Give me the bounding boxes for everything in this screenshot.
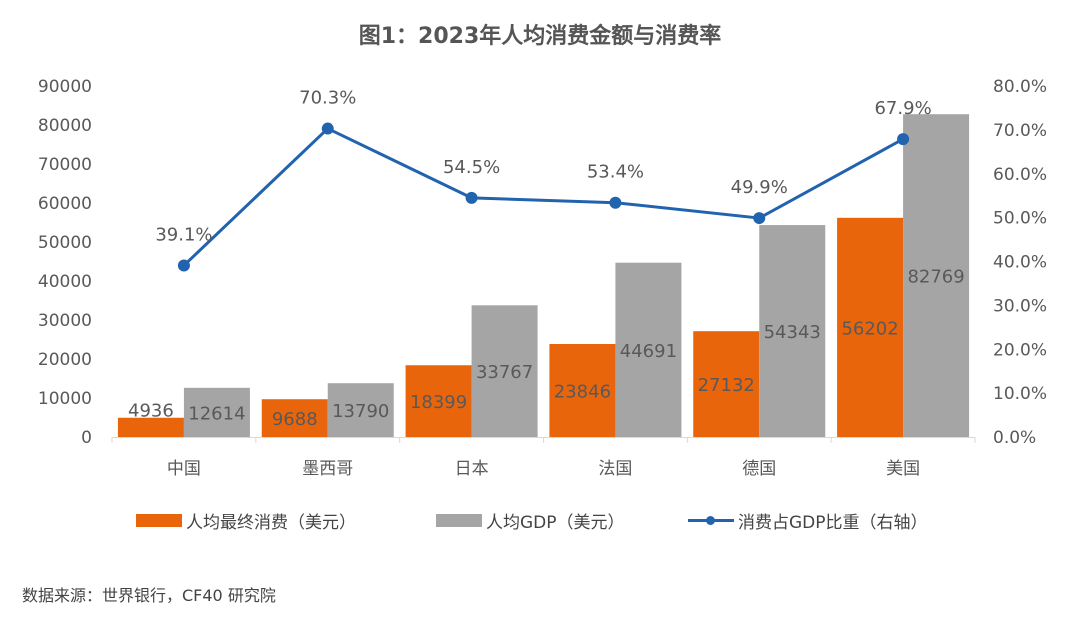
- right-tick-label: 20.0%: [993, 340, 1047, 360]
- legend-label: 人均最终消费（美元）: [186, 513, 356, 533]
- right-tick-label: 40.0%: [993, 253, 1047, 273]
- bar-consumption-label: 56202: [841, 318, 898, 339]
- x-axis: [111, 437, 976, 443]
- bar-gdp-label: 44691: [620, 341, 677, 362]
- bar-consumption-label: 27132: [698, 375, 755, 396]
- category-label: 法国: [598, 459, 632, 479]
- left-tick-label: 50000: [38, 233, 92, 253]
- source-note: 数据来源：世界银行，CF40 研究院: [22, 586, 276, 605]
- bars: 4936 12614 9688 13790 18399 33767 23846 44691 27…: [117, 114, 970, 437]
- bar-gdp: [759, 225, 826, 437]
- legend-label: 人均GDP（美元）: [486, 513, 625, 533]
- legend-label: 消费占GDP比重（右轴）: [738, 513, 928, 533]
- legend-swatch-line: [688, 514, 734, 527]
- legend-item-gdp: 人均GDP（美元）: [436, 508, 625, 533]
- category-label: 墨西哥: [302, 459, 353, 479]
- category-label: 日本: [455, 459, 489, 479]
- bar-consumption-label: 4936: [128, 401, 174, 422]
- category-labels: 中国 墨西哥 日本 法国 德国 美国: [167, 459, 920, 479]
- left-axis: 0 10000 20000 30000 40000 50000 60000 70000 8000…: [38, 77, 92, 448]
- right-tick-label: 30.0%: [993, 296, 1047, 316]
- left-tick-label: 70000: [38, 155, 92, 175]
- ratio-point: [321, 122, 334, 135]
- ratio-point: [465, 191, 478, 204]
- bar-gdp: [615, 262, 682, 437]
- right-tick-label: 80.0%: [993, 77, 1047, 97]
- left-tick-label: 40000: [38, 272, 92, 292]
- bar-gdp-label: 33767: [476, 362, 533, 383]
- bar-gdp: [327, 383, 394, 437]
- line-series: 39.1% 70.3% 54.5% 53.4% 49.9% 67.9%: [155, 88, 932, 272]
- category-label: 中国: [167, 459, 201, 479]
- ratio-label: 54.5%: [443, 157, 500, 178]
- ratio-label: 49.9%: [731, 177, 788, 198]
- bar-gdp: [903, 114, 970, 437]
- right-tick-label: 0.0%: [993, 428, 1036, 448]
- right-tick-label: 10.0%: [993, 384, 1047, 404]
- bar-consumption: [837, 217, 904, 437]
- chart-canvas: 0 10000 20000 30000 40000 50000 60000 70000 8000…: [38, 77, 1047, 479]
- ratio-point: [609, 196, 622, 209]
- ratio-point: [177, 259, 190, 272]
- ratio-label: 67.9%: [874, 98, 931, 119]
- ratio-point: [897, 133, 910, 146]
- bar-consumption: [261, 399, 328, 437]
- legend-item-consumption: 人均最终消费（美元）: [136, 508, 356, 533]
- chart-title: 图1：2023年人均消费金额与消费率: [358, 24, 722, 49]
- category-label: 美国: [886, 459, 920, 479]
- legend-item-ratio: 消费占GDP比重（右轴）: [688, 508, 928, 533]
- left-tick-label: 0: [81, 428, 92, 448]
- ratio-line: [182, 127, 904, 267]
- left-tick-label: 60000: [38, 194, 92, 214]
- bar-gdp-label: 82769: [907, 267, 964, 288]
- ratio-label: 39.1%: [155, 224, 212, 245]
- bar-consumption: [117, 417, 184, 437]
- category-label: 德国: [742, 459, 776, 479]
- legend-swatch-orange: [136, 514, 182, 527]
- right-axis: 0.0% 10.0% 20.0% 30.0% 40.0% 50.0% 60.0% 70.0% 8…: [993, 77, 1047, 448]
- left-tick-label: 80000: [38, 116, 92, 136]
- bar-consumption: [405, 365, 472, 437]
- right-tick-label: 70.0%: [993, 121, 1047, 141]
- bar-gdp-label: 12614: [188, 403, 245, 424]
- ratio-point: [753, 212, 766, 225]
- bar-gdp-label: 13790: [332, 401, 389, 422]
- bar-consumption: [693, 331, 760, 437]
- bar-consumption-label: 9688: [272, 409, 318, 430]
- bar-gdp-label: 54343: [764, 322, 821, 343]
- right-tick-label: 50.0%: [993, 209, 1047, 229]
- left-tick-label: 20000: [38, 350, 92, 370]
- bar-consumption-label: 23846: [554, 382, 611, 403]
- left-tick-label: 30000: [38, 311, 92, 331]
- left-tick-label: 10000: [38, 389, 92, 409]
- right-tick-label: 60.0%: [993, 165, 1047, 185]
- ratio-label: 70.3%: [299, 88, 356, 109]
- bar-gdp: [183, 387, 250, 437]
- legend-swatch-gray: [436, 514, 482, 527]
- bar-gdp: [471, 305, 538, 437]
- left-tick-label: 90000: [38, 77, 92, 97]
- bar-consumption: [549, 344, 616, 437]
- legend: 人均最终消费（美元） 人均GDP（美元） 消费占GDP比重（右轴）: [0, 508, 1080, 534]
- ratio-label: 53.4%: [587, 162, 644, 183]
- bar-consumption-label: 18399: [410, 392, 467, 413]
